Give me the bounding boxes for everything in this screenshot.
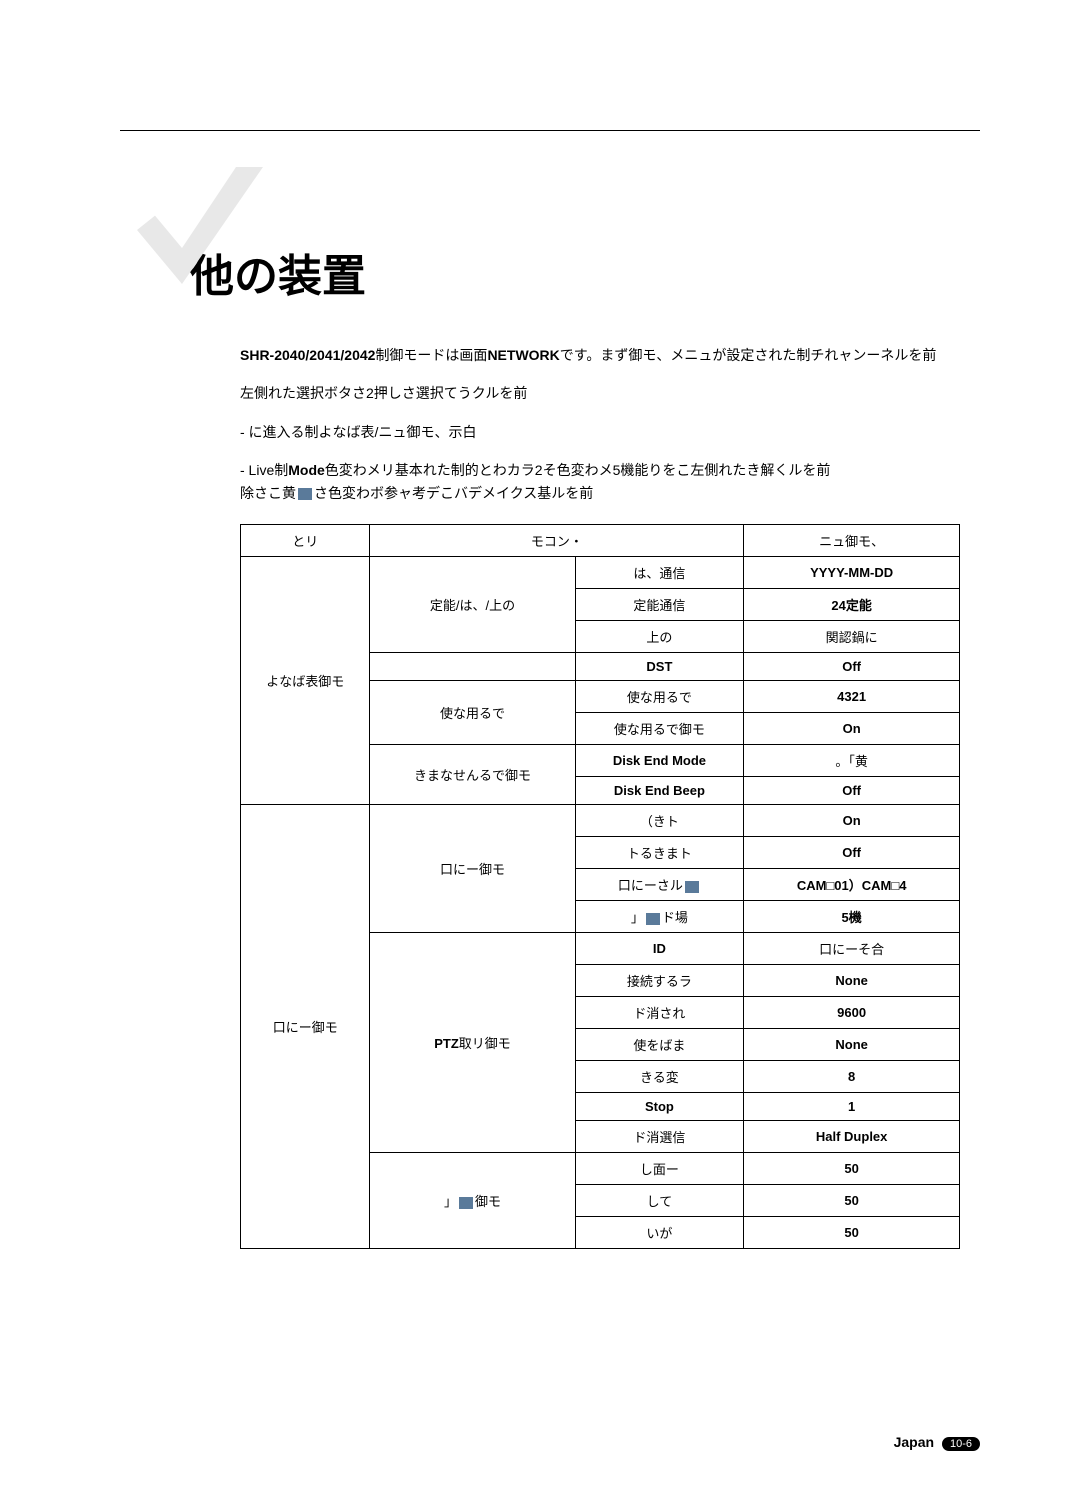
- table-cell: CAM□01）CAM□4: [744, 868, 960, 900]
- table-cell: 定能通信: [575, 588, 744, 620]
- table-cell: 50: [744, 1184, 960, 1216]
- table-cell: 口にーそ合: [744, 932, 960, 964]
- table-cell: 上の: [575, 620, 744, 652]
- table-cell: 接続するラ: [575, 964, 744, 996]
- table-cell: 使な用るで: [370, 680, 575, 744]
- table-cell: Off: [744, 776, 960, 804]
- table-cell: Disk End Mode: [575, 744, 744, 776]
- table-cell: None: [744, 1028, 960, 1060]
- table-cell: 口にーさル: [575, 868, 744, 900]
- table-cell: 使な用るで: [575, 680, 744, 712]
- table-cell: [370, 652, 575, 680]
- table-cell: 口にー御モ: [241, 804, 370, 1248]
- table-cell: Stop: [575, 1092, 744, 1120]
- table-cell: ID: [575, 932, 744, 964]
- table-cell: きる変: [575, 1060, 744, 1092]
- table-cell: 9600: [744, 996, 960, 1028]
- table-cell: 定能/は、/上の: [370, 556, 575, 652]
- table-header: モコン・: [370, 524, 744, 556]
- table-cell: 8: [744, 1060, 960, 1092]
- header-rule: [120, 130, 980, 131]
- table-cell: On: [744, 804, 960, 836]
- table-cell: 50: [744, 1216, 960, 1248]
- table-cell: Disk End Beep: [575, 776, 744, 804]
- table-cell: On: [744, 712, 960, 744]
- page-number-badge: 10-6: [942, 1437, 980, 1451]
- table-cell: Half Duplex: [744, 1120, 960, 1152]
- table-cell: DST: [575, 652, 744, 680]
- table-cell: 1: [744, 1092, 960, 1120]
- table-cell: 4321: [744, 680, 960, 712]
- table-cell: トるきまト: [575, 836, 744, 868]
- page-title: 他の装置: [190, 240, 980, 304]
- settings-table: とリモコン・ニュ御モ、よなば表御モ定能/は、/上のは、通信YYYY-MM-DD定…: [240, 524, 960, 1249]
- table-cell: は、通信: [575, 556, 744, 588]
- table-cell: （きト: [575, 804, 744, 836]
- table-cell: Off: [744, 652, 960, 680]
- table-cell: ド消選信: [575, 1120, 744, 1152]
- table-cell: Off: [744, 836, 960, 868]
- table-cell: 関認鍋に: [744, 620, 960, 652]
- table-cell: 」ド場: [575, 900, 744, 932]
- table-cell: 。「黄: [744, 744, 960, 776]
- table-cell: ド消され: [575, 996, 744, 1028]
- checkmark-icon: [110, 140, 290, 320]
- table-cell: PTZ取リ御モ: [370, 932, 575, 1152]
- table-cell: 24定能: [744, 588, 960, 620]
- table-cell: 口にー御モ: [370, 804, 575, 932]
- table-cell: 」御モ: [370, 1152, 575, 1248]
- table-cell: 5機: [744, 900, 960, 932]
- table-cell: 50: [744, 1152, 960, 1184]
- table-header: ニュ御モ、: [744, 524, 960, 556]
- table-cell: YYYY-MM-DD: [744, 556, 960, 588]
- table-cell: きまなせんるで御モ: [370, 744, 575, 804]
- intro-text: SHR-2040/2041/2042制御モードは画面NETWORKです。まず御モ…: [240, 344, 960, 504]
- table-cell: し面ー: [575, 1152, 744, 1184]
- table-cell: 使な用るで御モ: [575, 712, 744, 744]
- table-cell: よなば表御モ: [241, 556, 370, 804]
- page-footer: Japan 10-6: [894, 1434, 980, 1451]
- table-header: とリ: [241, 524, 370, 556]
- box-icon: [298, 488, 312, 500]
- table-cell: 使をばま: [575, 1028, 744, 1060]
- table-cell: して: [575, 1184, 744, 1216]
- table-cell: None: [744, 964, 960, 996]
- table-cell: いが: [575, 1216, 744, 1248]
